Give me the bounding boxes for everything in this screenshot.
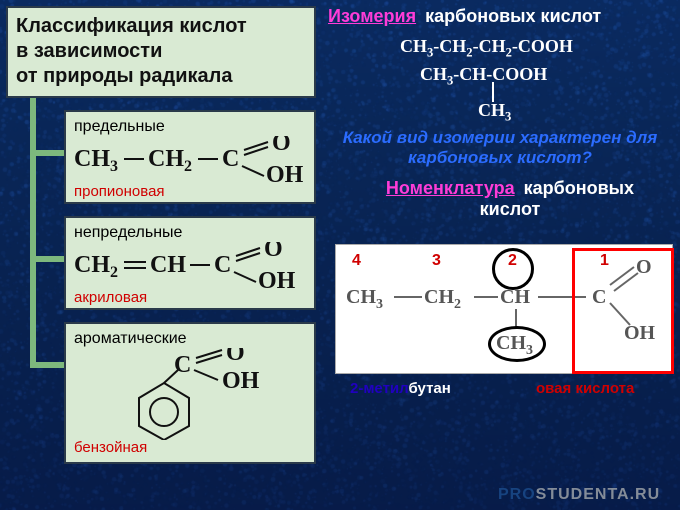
svg-text:O: O xyxy=(226,348,245,366)
watermark-pre: PRO xyxy=(498,486,536,503)
formula-benzoic: C O OH xyxy=(74,348,310,440)
subbox-unsaturated-label: акриловая xyxy=(74,289,306,306)
caption-blue: 2-метил xyxy=(350,380,408,397)
caption-ovaya: овая кислота xyxy=(536,380,634,397)
classification-title-box: Классификация кислот в зависимости от пр… xyxy=(6,6,316,98)
subbox-aromatic-title: ароматические xyxy=(74,330,306,348)
connector-arm-2 xyxy=(30,256,64,262)
subbox-unsaturated-title: непредельные xyxy=(74,224,306,242)
carbon-num-4: 4 xyxy=(352,252,361,270)
title-line-2: в зависимости xyxy=(16,39,306,64)
svg-text:OH: OH xyxy=(258,268,296,288)
connector-arm-3 xyxy=(30,362,64,368)
svg-text:O: O xyxy=(264,242,283,262)
subbox-aromatic: ароматические C O OH бензойная xyxy=(64,322,316,464)
isomerism-heading-rest: карбоновых кислот xyxy=(425,6,601,26)
svg-text:C: C xyxy=(214,252,231,278)
svg-text:CH2: CH2 xyxy=(148,146,192,175)
title-line-3: от природы радикала xyxy=(16,64,306,89)
svg-text:OH: OH xyxy=(222,368,260,394)
watermark: PROSTUDENTA.RU xyxy=(498,486,660,504)
nomenclature-heading-rest2: кислот xyxy=(480,199,541,219)
question-line-2: карбоновых кислот? xyxy=(330,148,670,168)
connector-arm-1 xyxy=(30,150,64,156)
svg-text:O: O xyxy=(272,136,291,156)
svg-text:CH: CH xyxy=(150,252,186,278)
nomenclature-heading-highlight: Номенклатура xyxy=(386,178,515,198)
isomer-mol-2-bond xyxy=(492,82,494,102)
caption-2-methyl: 2-метилбутан xyxy=(350,380,451,397)
isomer-mol-2-branch: CH3 xyxy=(478,100,511,125)
redbox-cooh xyxy=(572,248,674,374)
isomer-mol-2-main: CH3-CH-COOH xyxy=(420,64,547,89)
formula-propionic: CH3 CH2 C O OH xyxy=(74,136,310,182)
svg-text:C: C xyxy=(174,352,191,378)
isomerism-question: Какой вид изомерии характерен для карбон… xyxy=(330,128,670,168)
svg-text:C: C xyxy=(222,146,239,172)
subbox-unsaturated: непредельные CH2 CH C O OH акриловая xyxy=(64,216,316,310)
title-line-1: Классификация кислот xyxy=(16,14,306,39)
svg-text:CH3: CH3 xyxy=(74,146,118,175)
circle-carbon-2 xyxy=(492,248,534,290)
svg-text:OH: OH xyxy=(266,162,304,182)
formula-acrylic: CH2 CH C O OH xyxy=(74,242,310,288)
subbox-aromatic-label: бензойная xyxy=(74,439,306,456)
question-line-1: Какой вид изомерии характерен для xyxy=(330,128,670,148)
nomenclature-heading-rest: карбоновых xyxy=(524,178,634,198)
subbox-saturated-label: пропионовая xyxy=(74,183,306,200)
connector-trunk xyxy=(30,98,36,368)
atom-c3: CH2 xyxy=(424,286,461,313)
isomer-mol-1: CH3-CH2-CH2-COOH xyxy=(400,36,573,61)
isomerism-heading-highlight: Изомерия xyxy=(328,6,416,26)
circle-branch-ch3 xyxy=(488,326,546,362)
caption-black: бутан xyxy=(408,380,450,397)
isomerism-heading: Изомерия карбоновых кислот xyxy=(328,6,601,27)
nomenclature-heading: Номенклатура карбоновых кислот xyxy=(370,178,650,220)
carbon-num-3: 3 xyxy=(432,252,441,270)
subbox-saturated-title: предельные xyxy=(74,118,306,136)
watermark-post: STUDENTA.RU xyxy=(536,486,660,503)
subbox-saturated: предельные CH3 CH2 C O OH пропионовая xyxy=(64,110,316,204)
atom-c4: CH3 xyxy=(346,286,383,313)
svg-text:CH2: CH2 xyxy=(74,252,118,281)
